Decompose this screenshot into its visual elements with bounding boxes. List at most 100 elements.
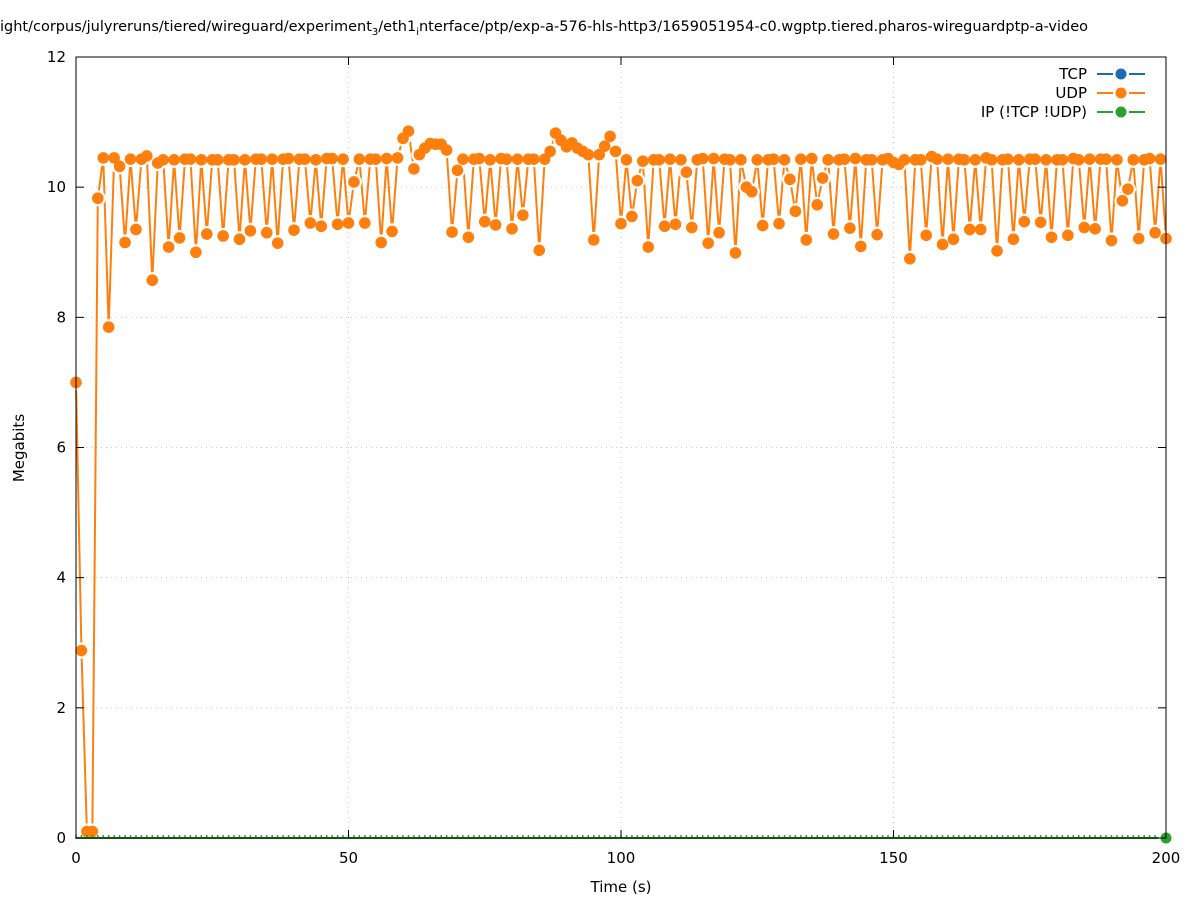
- x-tick-label: 200: [1152, 849, 1181, 867]
- data-point: [500, 153, 513, 165]
- x-tick-label: 50: [339, 849, 358, 867]
- data-point: [1111, 154, 1123, 166]
- data-point: [92, 192, 104, 205]
- data-point: [958, 154, 971, 166]
- data-point: [184, 153, 197, 165]
- data-point: [102, 321, 115, 333]
- data-point: [304, 217, 317, 229]
- data-point: [211, 154, 224, 166]
- y-tick-label: 6: [56, 439, 66, 457]
- data-point: [391, 152, 404, 164]
- data-point: [593, 148, 605, 161]
- data-point: [201, 228, 213, 240]
- data-point: [315, 220, 328, 233]
- data-point: [1078, 221, 1091, 234]
- data-point: [359, 217, 371, 229]
- x-tick-label: 100: [607, 849, 636, 867]
- data-point: [604, 130, 616, 143]
- data-point: [1143, 152, 1156, 165]
- data-point: [1154, 153, 1167, 165]
- data-point: [337, 153, 349, 165]
- data-point: [865, 154, 878, 166]
- data-point: [113, 160, 126, 173]
- data-point: [217, 230, 229, 242]
- data-point: [931, 153, 943, 165]
- data-point: [228, 154, 240, 166]
- data-point: [871, 228, 883, 241]
- data-point: [353, 153, 366, 165]
- data-point: [1127, 154, 1140, 166]
- data-point: [331, 218, 344, 231]
- legend-item: UDP: [1055, 84, 1145, 102]
- data-point: [904, 252, 916, 265]
- data-point: [582, 148, 595, 161]
- data-point: [1105, 234, 1118, 247]
- data-point: [795, 153, 807, 165]
- data-point: [1040, 154, 1052, 166]
- data-point: [544, 145, 556, 158]
- data-point: [369, 153, 382, 165]
- data-point: [484, 154, 497, 166]
- data-point: [669, 218, 682, 231]
- title-subscript: i: [416, 27, 419, 38]
- data-point: [642, 241, 655, 253]
- data-point: [827, 228, 840, 240]
- y-axis-label: Megabits: [10, 414, 28, 482]
- data-point: [162, 241, 175, 253]
- data-point: [974, 223, 987, 236]
- data-point: [1116, 195, 1129, 207]
- data-point: [462, 231, 475, 244]
- data-point: [822, 154, 834, 166]
- data-point: [342, 217, 355, 229]
- y-tick-label: 2: [56, 699, 66, 717]
- data-point: [816, 172, 829, 184]
- data-point: [724, 154, 736, 166]
- y-tick-label: 4: [56, 569, 66, 587]
- data-point: [141, 150, 153, 162]
- data-point: [75, 644, 88, 657]
- data-point: [1149, 226, 1161, 239]
- data-point: [86, 825, 99, 838]
- tick-labels: 0 2 4 6 8 10 12 0 50 100 150 200: [47, 48, 1180, 867]
- data-point: [266, 153, 279, 165]
- y-tick-label: 10: [47, 178, 66, 196]
- title-part: ight/corpus/julyreruns/tiered/wireguard/…: [0, 19, 372, 35]
- y-tick-label: 8: [56, 308, 66, 326]
- data-point: [800, 234, 813, 246]
- data-point: [97, 152, 110, 164]
- data-point: [598, 140, 611, 152]
- data-point: [855, 240, 867, 253]
- data-point: [942, 153, 954, 165]
- data-point: [898, 154, 911, 166]
- data-point: [767, 153, 780, 165]
- data-point: [124, 153, 137, 165]
- data-point: [702, 237, 714, 249]
- data-point: [735, 154, 747, 166]
- data-point: [457, 153, 469, 165]
- legend-marker: [1115, 87, 1127, 99]
- data-point: [299, 153, 311, 165]
- data-point: [1073, 154, 1085, 166]
- data-point: [778, 154, 791, 166]
- data-point: [1002, 153, 1014, 165]
- data-point: [348, 176, 360, 188]
- data-point: [969, 154, 982, 166]
- data-point: [713, 226, 725, 239]
- data-point: [195, 154, 208, 166]
- data-point: [707, 152, 720, 165]
- data-point: [260, 226, 273, 239]
- title-part: nterface/ptp/exp-a-576-hls-http3/1659051…: [418, 19, 1089, 35]
- legend-label: UDP: [1055, 84, 1087, 102]
- data-point: [789, 205, 802, 218]
- data-point: [811, 198, 823, 211]
- data-point: [478, 215, 491, 228]
- data-point: [380, 152, 393, 165]
- data-point: [1045, 231, 1058, 244]
- data-point: [528, 153, 540, 165]
- y-tick-label: 0: [56, 829, 66, 847]
- data-point: [1062, 229, 1074, 242]
- data-point: [130, 223, 142, 236]
- data-point: [233, 233, 246, 246]
